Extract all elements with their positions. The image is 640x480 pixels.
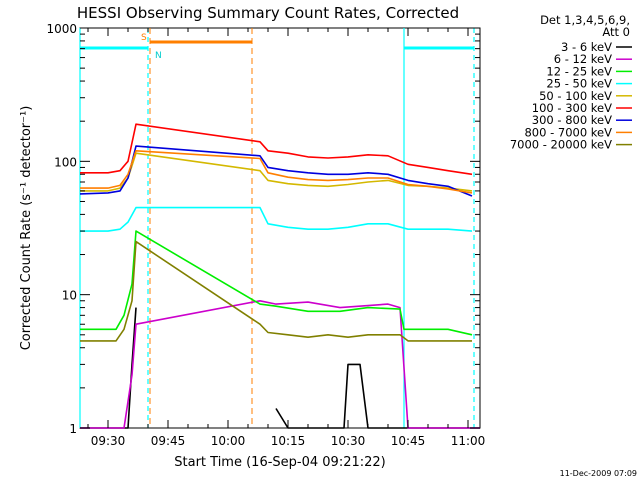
series-line-6 [79, 145, 473, 197]
x-tick-label-6: 11:00 [451, 434, 486, 448]
x-tick-label-2: 10:00 [211, 434, 246, 448]
observing-regions: SN [79, 28, 475, 428]
series-line-7 [80, 150, 473, 194]
y-tick-label-2: 100 [54, 155, 77, 169]
legend-label-6: 300 - 800 keV [532, 113, 612, 127]
series-line-5 [80, 123, 473, 176]
x-tick-label-5: 10:45 [391, 434, 426, 448]
legend-label-0: 3 - 6 keV [561, 40, 612, 54]
plot-frame [79, 27, 481, 429]
x-tick-label-3: 10:15 [271, 434, 306, 448]
x-axis-label: Start Time (16-Sep-04 09:21:22) [174, 455, 385, 470]
legend-header-2: Att 0 [602, 25, 630, 39]
x-tick-label-4: 10:30 [331, 434, 366, 448]
x-tick-label-0: 09:30 [91, 434, 126, 448]
legend-label-5: 100 - 300 keV [532, 101, 612, 115]
legend-label-8: 7000 - 20000 keV [510, 138, 612, 152]
y-axis-label: Corrected Count Rate (s⁻¹ detector⁻¹) [19, 106, 34, 351]
legend-label-3: 25 - 50 keV [546, 77, 612, 91]
y-tick-label-1: 10 [62, 289, 77, 303]
legend-header-1: Det 1,3,4,5,6,9, [540, 13, 630, 27]
legend-label-1: 6 - 12 keV [554, 52, 612, 66]
legend-label-7: 800 - 7000 keV [524, 125, 612, 139]
legend-label-2: 12 - 25 keV [546, 64, 612, 78]
series-line-8 [80, 240, 472, 342]
axis-ticks: 09:30 09:45 10:00 10:15 10:30 10:45 11:00 1 10 10… [46, 22, 485, 448]
x-tick-label-1: 09:45 [151, 434, 186, 448]
series-line-2 [80, 230, 473, 336]
chart-title: HESSI Observing Summary Count Rates, Cor… [77, 4, 459, 22]
saa-marker-label: S [141, 33, 147, 43]
y-tick-label-0: 1 [69, 422, 77, 436]
timestamp: 11-Dec-2009 07:09 [560, 469, 637, 478]
legend-label-4: 50 - 100 keV [539, 89, 612, 103]
series-line-1 [80, 300, 480, 429]
series-group [79, 123, 480, 429]
series-line-3 [80, 206, 473, 232]
night-marker-label: N [155, 51, 162, 61]
series-line-0 [80, 307, 480, 429]
y-tick-label-3: 1000 [46, 22, 77, 36]
